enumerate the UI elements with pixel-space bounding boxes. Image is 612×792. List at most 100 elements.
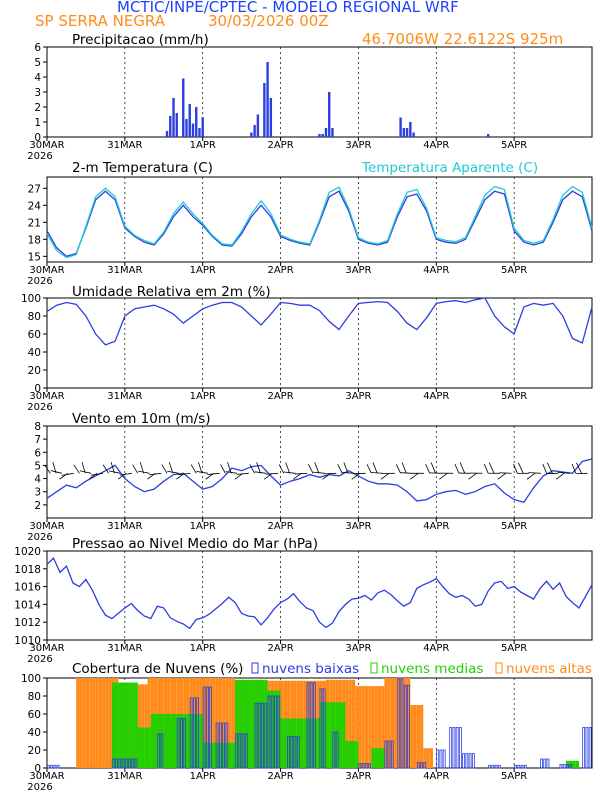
x-tick-label: 1APR: [190, 265, 216, 276]
wind-arrow: [322, 472, 331, 480]
cloud-bar-blue: [546, 758, 550, 769]
x-year-label: 2026: [27, 276, 52, 287]
cloud-bar-green: [154, 714, 158, 768]
cloud-bar-orange: [403, 678, 408, 768]
precip-bar: [185, 119, 188, 137]
cloud-bar-orange: [390, 678, 395, 768]
cloud-bar-green: [170, 714, 174, 768]
cloud-bar-blue: [468, 753, 472, 769]
wind-arrow: [265, 472, 279, 475]
cloud-bar-green: [348, 741, 352, 768]
y-tick-label: 80: [28, 311, 41, 323]
cloud-bar-blue: [254, 702, 258, 769]
cloud-bar-green: [377, 748, 382, 768]
wind-arrow: [225, 471, 238, 474]
cloud-bar-blue: [50, 764, 54, 769]
cloud-bar-blue: [157, 733, 161, 769]
cloud-bar-blue: [183, 718, 187, 769]
plot-frame: [46, 425, 593, 519]
cloud-bar-green: [225, 742, 229, 768]
cloud-bar-blue: [494, 764, 498, 769]
cloud-bar-green: [111, 682, 116, 768]
cloud-bar-blue: [124, 758, 128, 769]
legend-swatch: [251, 662, 259, 674]
wind-arrow: [256, 462, 261, 474]
y-tick-label: 21: [28, 217, 41, 229]
y-tick-label: 20: [28, 745, 41, 757]
wind-arrow: [439, 472, 448, 480]
cloud-bar-blue: [306, 682, 310, 769]
cloud-bar-blue: [390, 740, 394, 769]
x-tick-label: 31MAR: [107, 643, 142, 654]
header-run: 30/03/2026 00Z: [208, 12, 329, 30]
precip-bar: [198, 128, 201, 137]
x-year-label: 2026: [27, 402, 52, 413]
cloud-bar-green: [322, 702, 326, 768]
wind-arrow: [220, 464, 226, 474]
cloud-bar-blue: [205, 686, 209, 769]
cloud-bar-blue: [465, 753, 469, 769]
cloud-bar-blue: [416, 762, 420, 769]
cloud-bar-blue: [452, 727, 456, 769]
wind-arrow: [513, 463, 518, 474]
cloud-bar-green: [241, 679, 245, 768]
cloud-bar-blue: [218, 722, 222, 769]
precip-bar: [324, 128, 328, 137]
cloud-bar-blue: [296, 736, 300, 769]
precip-bar: [402, 128, 406, 137]
precip-bar: [321, 134, 324, 137]
cloud-bar-green: [300, 718, 304, 768]
cloud-bar-orange: [368, 686, 372, 768]
wind-arrow: [499, 472, 512, 474]
cloud-bar-orange: [205, 678, 210, 768]
wind-arrow: [372, 462, 378, 474]
cloud-bar-green: [218, 742, 223, 768]
precip-bar: [256, 114, 260, 137]
x-tick-label: 1APR: [190, 643, 216, 654]
cloud-bar-green: [313, 718, 317, 768]
cloud-bar-green: [209, 742, 213, 768]
x-year-label: 2026: [27, 782, 52, 792]
x-tick-label: 4APR: [423, 643, 449, 654]
cloud-bar-orange: [231, 678, 236, 768]
y-tick-label: 2: [34, 102, 41, 114]
x-tick-label: 5APR: [501, 771, 527, 782]
cloud-bar-blue: [436, 749, 440, 769]
cloud-bar-green: [572, 760, 576, 768]
y-tick-label: 100: [21, 293, 41, 305]
cloud-bar-orange: [426, 748, 430, 768]
wind-arrow: [167, 470, 179, 474]
x-tick-label: 2APR: [267, 140, 293, 151]
wind-arrow: [263, 472, 273, 480]
cloud-bar-blue: [313, 682, 316, 769]
cloud-bar-blue: [215, 722, 219, 769]
y-tick-label: 5: [34, 57, 41, 69]
wind-arrow: [497, 472, 506, 480]
cloud-bar-blue: [209, 686, 213, 769]
cloud-bar-green: [316, 718, 320, 768]
cloud-bar-green: [205, 742, 210, 768]
x-tick-label: 4APR: [423, 140, 449, 151]
cloud-bar-green: [147, 727, 151, 768]
cloud-bar-orange: [144, 684, 148, 768]
cloud-bar-green: [202, 742, 206, 768]
cloud-bar-orange: [381, 686, 385, 768]
cloud-bar-green: [303, 718, 307, 768]
cloud-bar-blue: [517, 764, 521, 769]
cloud-bar-green: [144, 727, 148, 768]
cloud-bar-green: [332, 702, 336, 768]
cloud-bar-orange: [377, 686, 382, 768]
cloud-bar-green: [199, 714, 203, 768]
cloud-bar-blue: [293, 736, 297, 769]
precip-bar: [188, 104, 191, 137]
wind-arrow: [50, 470, 63, 474]
wind-arrow: [488, 462, 495, 474]
cloud-bar-green: [128, 682, 132, 768]
cloud-bar-orange: [358, 686, 362, 768]
cloud-bar-orange: [92, 678, 96, 768]
wind-arrow: [528, 472, 541, 474]
wind-arrow: [555, 472, 565, 480]
cloud-bar-orange: [423, 748, 427, 768]
cloud-bar-blue: [53, 764, 57, 769]
cloud-bar-blue: [471, 753, 475, 769]
